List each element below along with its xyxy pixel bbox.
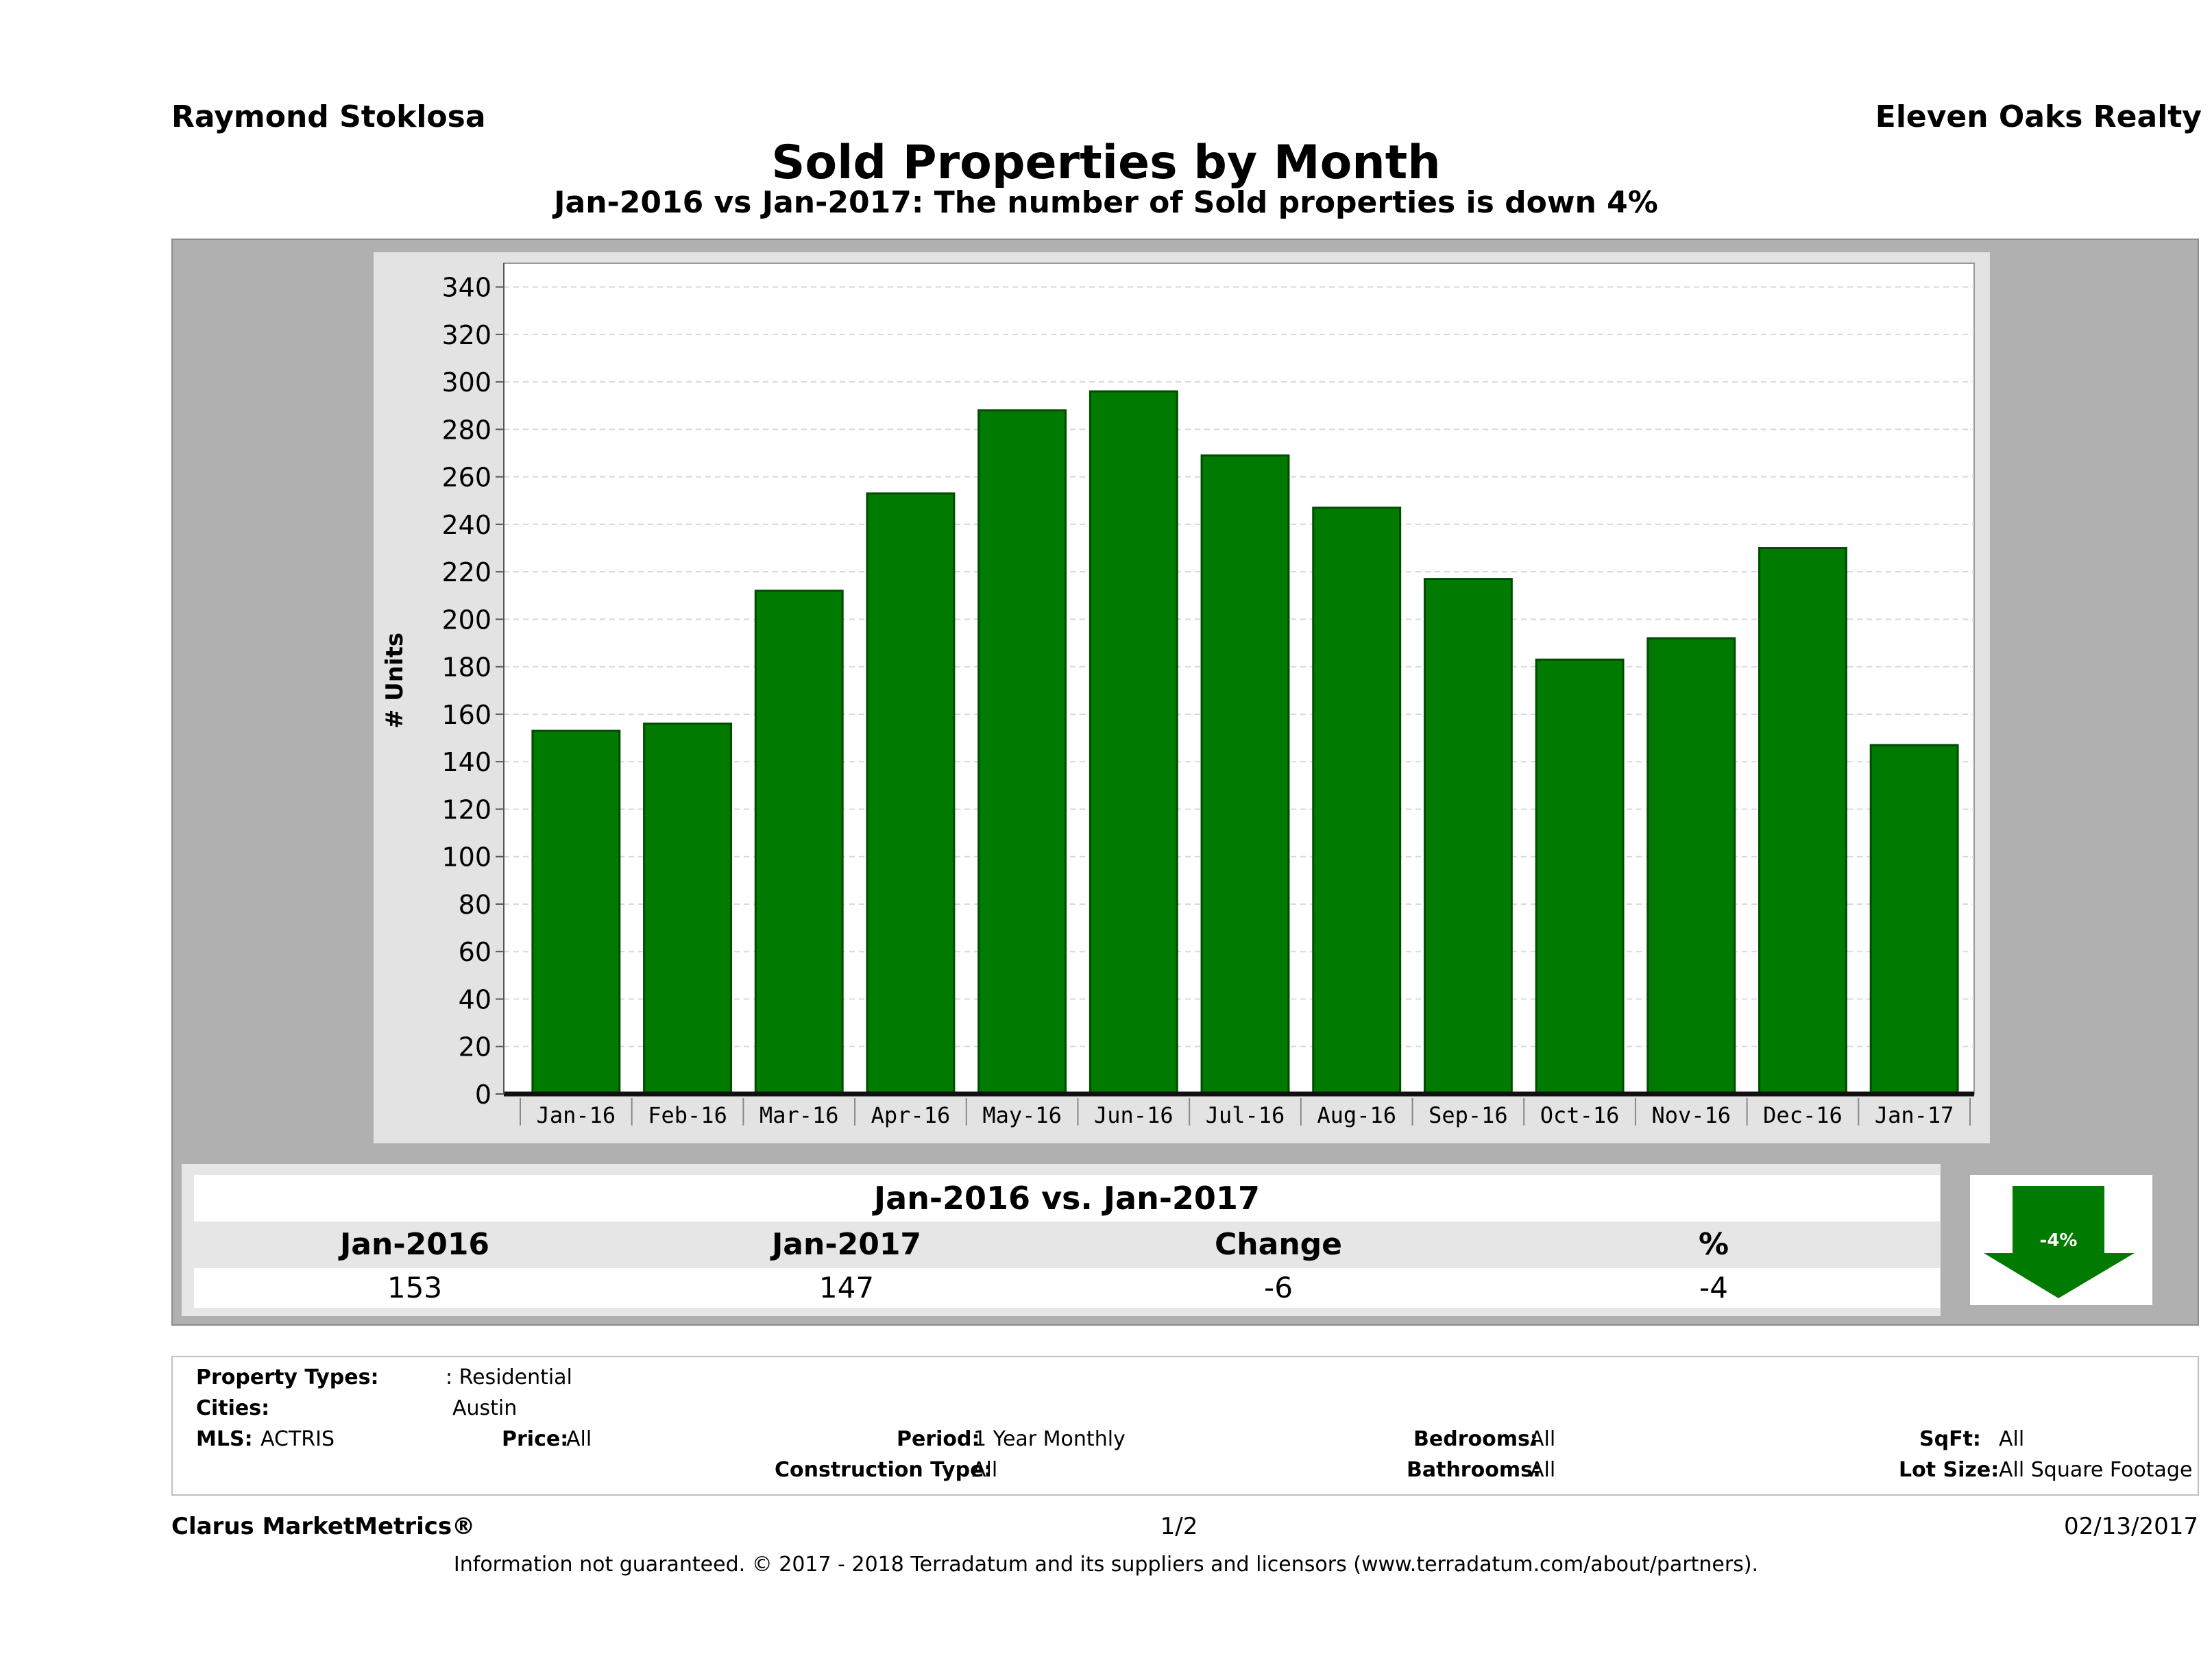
bathrooms-value: All	[1530, 1458, 1556, 1482]
y-tick-label: 20	[459, 1032, 491, 1062]
property-types-label: Property Types:	[196, 1365, 379, 1389]
y-tick-label: 300	[441, 367, 491, 398]
value-change: -6	[1264, 1271, 1293, 1304]
y-tick-label: 340	[441, 273, 491, 303]
value-percent: -4	[1699, 1271, 1728, 1304]
bar-oct-16	[1535, 658, 1625, 1095]
x-tick-label: Dec-16	[1763, 1102, 1843, 1128]
x-tick-label: May-16	[982, 1102, 1062, 1128]
y-tick-label: 240	[441, 510, 491, 540]
lot-size-value: All Square Footage	[1999, 1458, 2193, 1482]
price-value: All	[566, 1427, 592, 1451]
disclaimer: Information not guaranteed. © 2017 - 201…	[453, 1553, 1759, 1577]
lot-size-label: Lot Size:	[1899, 1458, 2000, 1482]
bathrooms-label: Bathrooms:	[1407, 1458, 1541, 1482]
bar-mar-16	[754, 589, 844, 1095]
y-tick-label: 0	[475, 1080, 491, 1110]
x-tick-label: Apr-16	[871, 1102, 951, 1128]
period-label: Period:	[897, 1427, 980, 1451]
report-date: 02/13/2017	[2064, 1513, 2198, 1540]
header-jan-2017: Jan-2017	[771, 1227, 922, 1262]
x-tick-label: Aug-16	[1317, 1102, 1396, 1128]
page-number: 1/2	[1160, 1513, 1198, 1540]
y-axis-label: # Units	[381, 633, 409, 729]
x-tick-label: Jun-16	[1094, 1102, 1174, 1128]
sqft-value: All	[1999, 1427, 2025, 1451]
bar-may-16	[977, 409, 1067, 1095]
chart-bars	[531, 390, 1959, 1095]
y-tick-label: 180	[441, 653, 491, 683]
bar-apr-16	[866, 492, 956, 1095]
chart-title: Sold Properties by Month	[771, 136, 1441, 190]
cities-label: Cities:	[196, 1396, 270, 1420]
bar-feb-16	[643, 722, 732, 1095]
x-tick-label: Jan-17	[1875, 1102, 1954, 1128]
x-tick-label: Oct-16	[1540, 1102, 1620, 1128]
change-indicator: -4%	[1970, 1175, 2152, 1305]
header-change: Change	[1215, 1227, 1342, 1262]
bar-jan-16	[531, 729, 621, 1095]
bar-jan-17	[1869, 744, 1959, 1095]
x-tick-label: Sep-16	[1429, 1102, 1508, 1128]
chart-subtitle: Jan-2016 vs Jan-2017: The number of Sold…	[554, 185, 1658, 220]
company-name: Eleven Oaks Realty	[1875, 99, 2202, 134]
x-tick-label: Jul-16	[1206, 1102, 1285, 1128]
construction-value: All	[972, 1458, 998, 1482]
construction-label: Construction Type:	[775, 1458, 993, 1482]
mls-value: ACTRIS	[260, 1427, 335, 1451]
price-label: Price:	[502, 1427, 569, 1451]
value-jan-2016: 153	[387, 1271, 443, 1304]
property-types-value: : Residential	[446, 1365, 572, 1389]
bar-nov-16	[1646, 637, 1736, 1095]
y-tick-label: 100	[441, 842, 491, 873]
y-tick-label: 60	[459, 937, 491, 967]
bar-jul-16	[1200, 454, 1290, 1095]
header-jan-2016: Jan-2016	[339, 1227, 490, 1262]
value-jan-2017: 147	[818, 1271, 875, 1304]
agent-name: Raymond Stoklosa	[171, 99, 486, 134]
bedrooms-value: All	[1530, 1427, 1556, 1451]
x-tick-label: Nov-16	[1651, 1102, 1731, 1128]
bar-aug-16	[1312, 507, 1402, 1095]
filters-panel	[171, 1356, 2199, 1496]
comparison-values-row	[194, 1268, 1940, 1308]
cities-value: Austin	[452, 1396, 518, 1420]
bar-sep-16	[1423, 578, 1513, 1095]
change-badge-label: -4%	[2040, 1230, 2078, 1251]
y-tick-label: 120	[441, 794, 491, 825]
y-tick-label: 40	[459, 984, 491, 1014]
y-tick-label: 140	[441, 747, 491, 777]
y-tick-label: 80	[459, 890, 491, 920]
x-tick-label: Mar-16	[759, 1102, 839, 1128]
chart-axes: 0 20 40 60 80 100 120 140 160 180 200 220 240 260 280 3…	[441, 263, 1974, 1128]
mls-label: MLS:	[196, 1427, 253, 1451]
y-tick-label: 320	[441, 320, 491, 350]
bar-jun-16	[1089, 390, 1178, 1095]
header-percent: %	[1698, 1227, 1729, 1262]
x-tick-label: Feb-16	[648, 1102, 727, 1128]
comparison-title: Jan-2016 vs. Jan-2017	[194, 1175, 1940, 1221]
sqft-label: SqFt:	[1919, 1427, 1981, 1451]
y-tick-label: 280	[441, 415, 491, 445]
y-tick-label: 200	[441, 605, 491, 635]
bar-chart: 0 20 40 60 80 100 120 140 160 180 200 220 240 260 280 3…	[381, 263, 1975, 1128]
y-tick-label: 260	[441, 463, 491, 493]
x-tick-label: Jan-16	[537, 1102, 616, 1128]
bar-dec-16	[1758, 547, 1847, 1095]
period-value: 1 Year Monthly	[973, 1427, 1126, 1451]
down-arrow-icon: -4%	[1984, 1186, 2135, 1298]
y-tick-label: 220	[441, 557, 491, 587]
y-tick-label: 160	[441, 700, 491, 730]
footer-brand: Clarus MarketMetrics®	[171, 1513, 476, 1540]
bedrooms-label: Bedrooms:	[1413, 1427, 1538, 1451]
